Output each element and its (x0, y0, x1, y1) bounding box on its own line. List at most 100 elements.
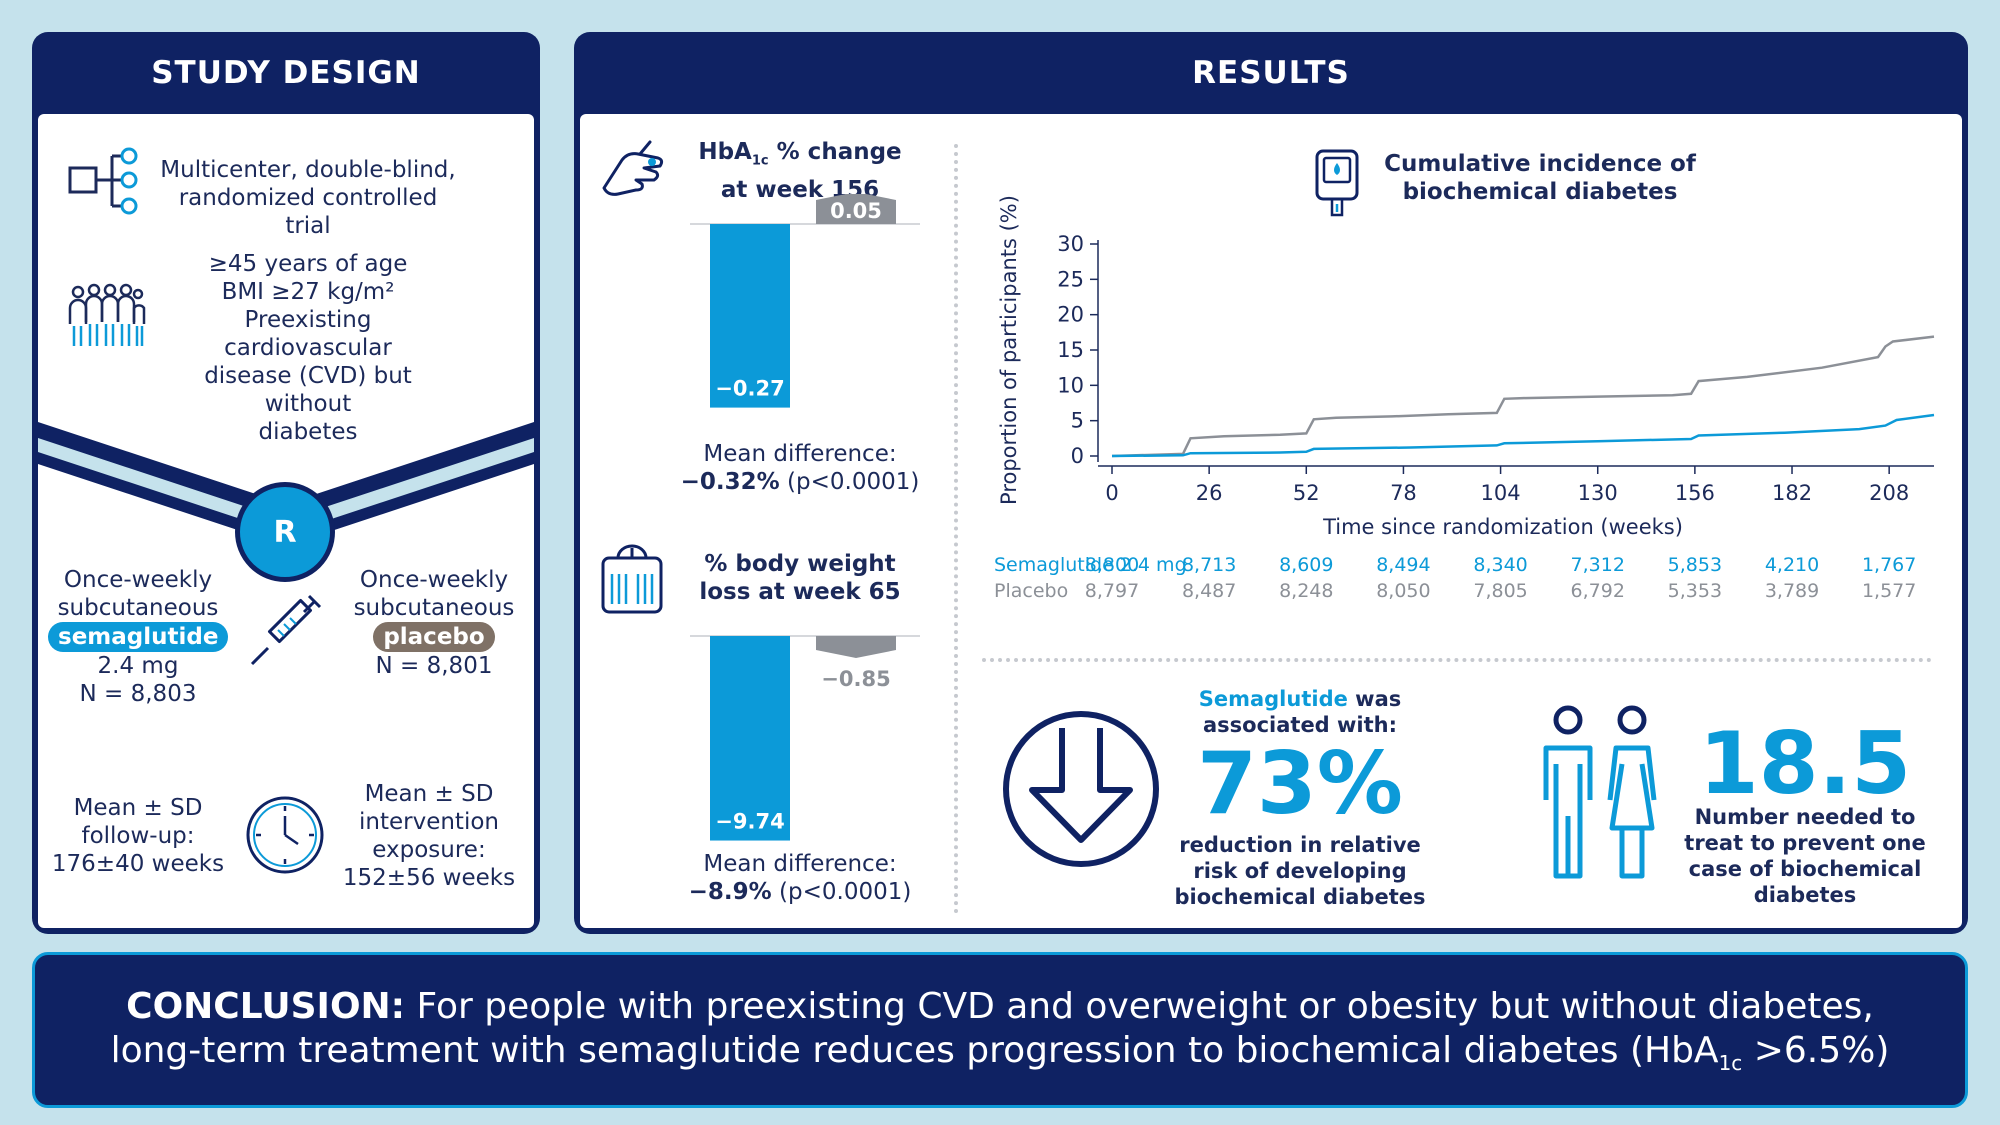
rrr-intro: Semaglutide was associated with: (1170, 686, 1430, 738)
x-tick-label: 52 (1293, 481, 1320, 505)
weight-sema-label: −9.74 (715, 810, 784, 834)
sema-drug-pill: semaglutide (48, 622, 229, 652)
conclusion-line2-sub: 1c (1718, 1051, 1743, 1076)
x-tick-label: 130 (1578, 481, 1618, 505)
rrr-value: 73% (1197, 734, 1403, 834)
at-risk-value: 8,248 (1279, 580, 1334, 602)
sema-arm-line1: Once-weekly (63, 567, 213, 593)
y-tick-label: 20 (1057, 303, 1084, 327)
at-risk-value: 7,312 (1570, 554, 1625, 576)
placebo-n: N = 8,801 (375, 653, 493, 679)
conclusion-line2-post: >6.5%) (1742, 1030, 1890, 1071)
at-risk-value: 1,767 (1861, 554, 1917, 576)
followup-line-2: follow-up: (81, 823, 195, 849)
x-tick-label: 0 (1105, 481, 1118, 505)
placebo-arm: Once-weekly subcutaneous placebo N = 8,8… (344, 566, 524, 680)
x-tick-label: 156 (1675, 481, 1715, 505)
nnt-desc-4: diabetes (1753, 883, 1857, 907)
at-risk-value: 8,713 (1181, 554, 1237, 576)
followup-text: Mean ± SD follow-up: 176±40 weeks (48, 794, 228, 878)
weight-title: % body weight loss at week 65 (680, 550, 920, 606)
x-tick-label: 26 (1196, 481, 1223, 505)
hba1c-mean-diff-p: (p<0.0001) (779, 469, 920, 495)
rrr-drug: Semaglutide (1198, 687, 1348, 711)
hba1c-sema-bar (710, 224, 790, 408)
hba1c-bar-chart: −0.27 0.05 (690, 194, 920, 408)
at-risk-value: 6,792 (1570, 580, 1625, 602)
weight-mean-diff-p: (p<0.0001) (771, 879, 912, 905)
exposure-line-2: intervention (359, 809, 499, 835)
at-risk-label-semaglutide: Semaglutide 2.4 mg (994, 554, 1187, 576)
trial-line-2: randomized controlled trial (178, 185, 438, 239)
at-risk-value: 8,800 (1084, 554, 1140, 576)
rrr-desc-3: biochemical diabetes (1174, 885, 1426, 909)
conclusion-text: CONCLUSION: For people with preexisting … (35, 985, 1965, 1085)
population-text: ≥45 years of age BMI ≥27 kg/m² Preexisti… (158, 250, 458, 446)
chart-title-line2: biochemical diabetes (1402, 179, 1678, 205)
population-line-5: diabetes (258, 419, 358, 445)
hba1c-mean-diff: Mean difference: −0.32% (p<0.0001) (660, 440, 940, 496)
followup-line-1: Mean ± SD (73, 795, 203, 821)
horizontal-divider (982, 658, 1932, 662)
nnt-value: 18.5 (1698, 714, 1912, 814)
at-risk-value: 4,210 (1764, 554, 1820, 576)
people-icon (1543, 705, 1657, 879)
y-tick-label: 10 (1057, 373, 1084, 397)
y-tick-label: 0 (1071, 444, 1084, 468)
at-risk-value: 8,797 (1084, 580, 1140, 602)
scale-icon (601, 544, 663, 614)
at-risk-value: 3,789 (1764, 580, 1820, 602)
study-design-title: STUDY DESIGN (151, 55, 421, 91)
rrr-desc-1: reduction in relative (1179, 833, 1421, 857)
hba1c-mean-diff-value: −0.32% (680, 469, 780, 495)
at-risk-value: 8,609 (1279, 554, 1334, 576)
hba1c-title-pre: HbA (698, 139, 752, 165)
exposure-line-1: Mean ± SD (364, 781, 494, 807)
results-panel: RESULTS HbA1c % change at week 156 −0.27… (574, 32, 1968, 934)
results-title: RESULTS (1192, 55, 1350, 91)
rrr-desc-2: risk of developing (1193, 859, 1407, 883)
conclusion-line2-pre: long-term treatment with semaglutide red… (110, 1030, 1719, 1071)
followup-line-3: 176±40 weeks (51, 851, 225, 877)
conclusion-panel: CONCLUSION: For people with preexisting … (32, 952, 1968, 1108)
population-line-4: disease (CVD) but without (204, 363, 412, 417)
population-line-3: Preexisting cardiovascular (224, 307, 392, 361)
vertical-divider (954, 144, 958, 914)
hba1c-title-post: % change (768, 139, 902, 165)
study-design-panel: STUDY DESIGN Multicenter, double-blind, … (32, 32, 540, 934)
at-risk-row-placebo: Placebo 8,797 8,487 8,248 8,050 7,805 6,792 5,… (994, 580, 1954, 606)
nnt-desc-2: treat to prevent one (1684, 831, 1926, 855)
study-design-body: Multicenter, double-blind, randomized co… (38, 114, 534, 928)
randomization-label: R (273, 514, 297, 550)
weight-mean-diff-value: −8.9% (688, 879, 772, 905)
x-axis-title: Time since randomization (weeks) (1322, 515, 1683, 539)
hba1c-placebo-label: 0.05 (830, 199, 882, 223)
at-risk-value: 5,853 (1667, 554, 1723, 576)
x-tick-label: 78 (1390, 481, 1417, 505)
exposure-line-4: 152±56 weeks (342, 865, 516, 891)
hba1c-title-sub: 1c (751, 153, 769, 169)
glucometer-icon (1315, 149, 1359, 217)
sema-n: N = 8,803 (79, 681, 197, 707)
syringe-icon (250, 594, 322, 666)
weight-bar-chart: −9.74 −0.85 (690, 635, 920, 841)
weight-title-line1: % body weight (704, 551, 896, 577)
y-tick-label: 25 (1057, 267, 1084, 291)
nnt-desc: Number needed to treat to prevent one ca… (1670, 804, 1940, 908)
rrr-desc: reduction in relative risk of developing… (1150, 832, 1450, 910)
sema-dose: 2.4 mg (97, 653, 179, 679)
x-tick-label: 208 (1869, 481, 1909, 505)
finger-prick-icon (602, 140, 664, 196)
weight-mean-diff-label: Mean difference: (703, 851, 897, 877)
conclusion-line1: For people with preexisting CVD and over… (405, 986, 1874, 1027)
chart-title: Cumulative incidence of biochemical diab… (1370, 150, 1710, 206)
nnt-desc-1: Number needed to (1694, 805, 1916, 829)
results-body: HbA1c % change at week 156 −0.27 0.05 Mea… (580, 114, 1962, 928)
hba1c-placebo-bar (816, 194, 896, 224)
rrr-line1-rest: was (1347, 687, 1402, 711)
at-risk-value: 5,353 (1667, 580, 1723, 602)
weight-title-line2: loss at week 65 (699, 579, 901, 605)
chart-title-line1: Cumulative incidence of (1384, 151, 1696, 177)
at-risk-value: 7,805 (1473, 580, 1528, 602)
population-line-2: BMI ≥27 kg/m² (221, 279, 395, 305)
